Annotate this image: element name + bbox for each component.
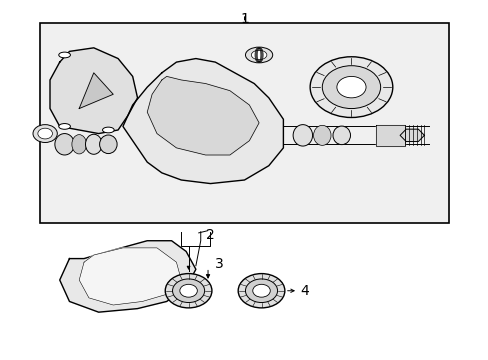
Polygon shape [60,241,196,312]
Circle shape [322,66,380,109]
Ellipse shape [72,135,86,154]
Text: 1: 1 [240,12,248,26]
Ellipse shape [33,125,57,143]
Circle shape [336,76,366,98]
Polygon shape [375,125,404,146]
Polygon shape [50,48,137,134]
Ellipse shape [245,47,272,63]
Circle shape [165,274,211,308]
Circle shape [180,284,197,297]
Text: 3: 3 [215,257,224,271]
Polygon shape [79,248,181,305]
Ellipse shape [292,125,312,146]
Ellipse shape [102,127,114,133]
Circle shape [252,284,270,297]
Polygon shape [399,129,424,141]
Bar [40,23,448,223]
Ellipse shape [59,52,70,58]
Ellipse shape [100,135,117,154]
Text: 4: 4 [300,284,308,298]
Circle shape [309,57,392,117]
Ellipse shape [251,50,266,60]
Circle shape [172,279,204,302]
Polygon shape [147,76,259,155]
Ellipse shape [332,126,350,145]
Ellipse shape [38,128,52,139]
Ellipse shape [59,123,70,129]
Polygon shape [79,73,113,109]
Circle shape [245,279,277,302]
Ellipse shape [313,125,330,145]
Ellipse shape [85,134,102,154]
Text: 2: 2 [205,228,214,242]
Polygon shape [122,59,283,184]
Circle shape [238,274,285,308]
Ellipse shape [55,134,74,155]
